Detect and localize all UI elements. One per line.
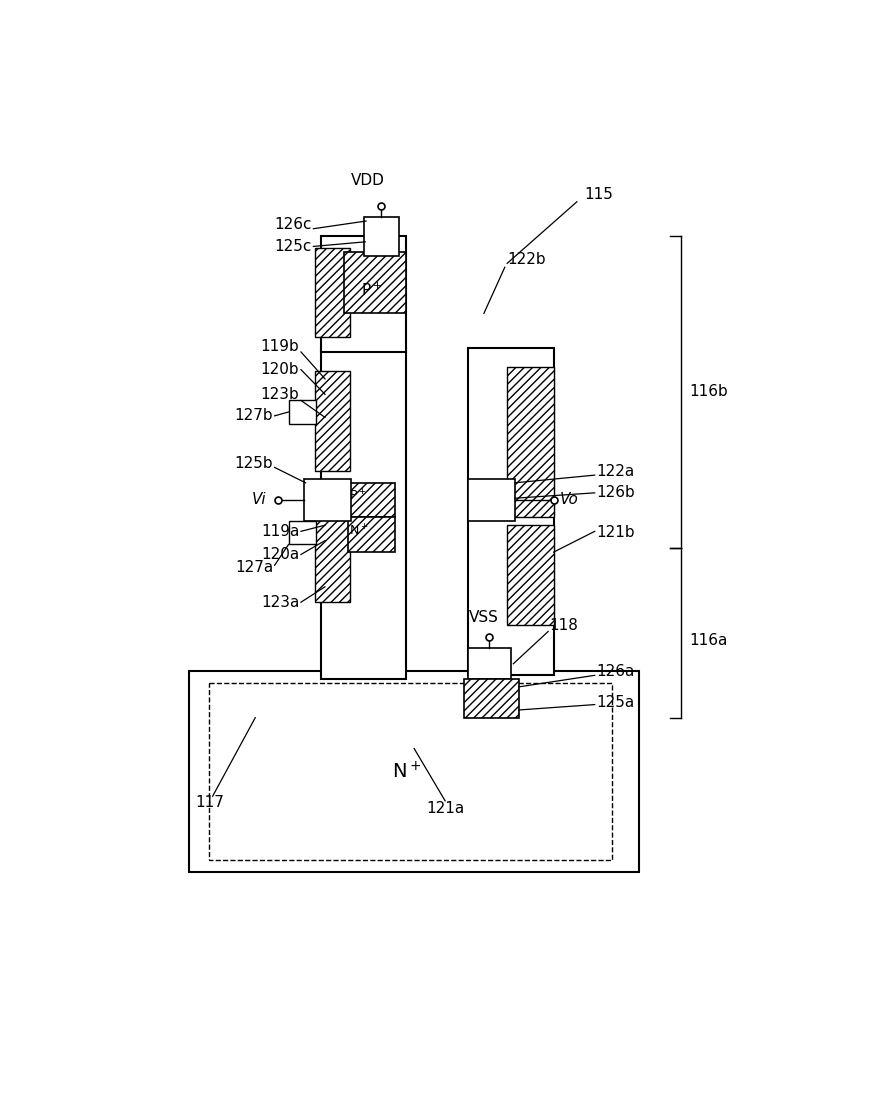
Text: 121a: 121a xyxy=(426,802,464,816)
Text: 125b: 125b xyxy=(234,456,273,471)
Bar xyxy=(464,679,519,718)
Bar xyxy=(315,371,350,471)
Text: 117: 117 xyxy=(196,795,224,810)
Text: VDD: VDD xyxy=(350,172,384,188)
Text: 118: 118 xyxy=(549,618,578,633)
Text: 122b: 122b xyxy=(507,252,545,267)
Text: 126c: 126c xyxy=(274,217,311,232)
Text: P$^+$: P$^+$ xyxy=(360,282,382,299)
Bar xyxy=(348,518,394,552)
Text: 125a: 125a xyxy=(595,694,634,710)
Text: 119a: 119a xyxy=(261,523,299,539)
Text: 120b: 120b xyxy=(260,362,299,378)
Bar xyxy=(315,248,350,337)
Text: 116b: 116b xyxy=(688,384,727,400)
Text: Vi: Vi xyxy=(252,492,266,507)
Bar xyxy=(363,217,398,256)
Text: 126a: 126a xyxy=(595,664,634,679)
Text: VSS: VSS xyxy=(468,611,498,625)
Bar xyxy=(348,482,394,518)
Bar xyxy=(190,671,638,872)
Text: 127b: 127b xyxy=(234,408,273,423)
Bar xyxy=(304,479,350,521)
Text: Vo: Vo xyxy=(560,492,578,507)
Text: 127a: 127a xyxy=(234,560,273,575)
Bar xyxy=(315,502,350,602)
Text: 123b: 123b xyxy=(260,386,299,402)
Bar xyxy=(321,348,406,679)
Bar xyxy=(321,236,406,352)
Text: 115: 115 xyxy=(584,187,612,202)
Text: 125c: 125c xyxy=(274,238,311,254)
Text: 126b: 126b xyxy=(595,486,634,500)
Bar xyxy=(208,683,611,860)
Text: 119b: 119b xyxy=(260,339,299,354)
Bar xyxy=(468,648,510,679)
Bar xyxy=(507,526,553,625)
Text: 121b: 121b xyxy=(595,526,634,540)
Text: N$^+$: N$^+$ xyxy=(348,523,367,539)
Text: 120a: 120a xyxy=(261,546,299,562)
Bar xyxy=(344,252,406,314)
Bar xyxy=(468,479,514,521)
Bar xyxy=(468,348,553,676)
Bar xyxy=(507,368,553,518)
Text: 123a: 123a xyxy=(261,595,299,609)
Text: 122a: 122a xyxy=(595,464,634,479)
Bar xyxy=(288,401,316,424)
Bar xyxy=(288,521,316,544)
Text: 116a: 116a xyxy=(688,634,727,648)
Text: N$^+$: N$^+$ xyxy=(392,761,420,783)
Text: P$^+$: P$^+$ xyxy=(349,488,367,503)
